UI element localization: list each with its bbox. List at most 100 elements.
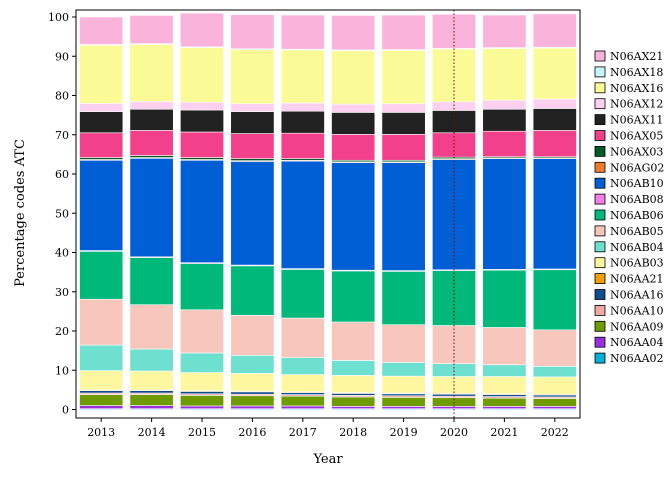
bar-segment-N06AX11-2022 <box>532 108 577 131</box>
bar-segment-N06AB04-2018 <box>331 360 376 376</box>
bar-segment-N06AB03-2014 <box>129 370 174 391</box>
bars-layer <box>79 10 577 418</box>
bar-segment-N06AA04-2013 <box>79 405 124 410</box>
legend-label-N06AB03: N06AB03 <box>610 257 664 270</box>
legend-item-N06AA10: N06AA10 <box>594 304 664 317</box>
legend-swatch-N06AB08 <box>594 193 606 205</box>
bar-segment-N06AB10-2018 <box>331 162 376 271</box>
bar-segment-N06AA04-2015 <box>180 405 224 410</box>
legend-label-N06AB04: N06AB04 <box>610 241 664 254</box>
legend-item-N06AB06: N06AB06 <box>594 209 664 222</box>
bar-segment-N06AX21-2014 <box>129 15 174 44</box>
bar-segment-N06AA09-2022 <box>532 398 577 407</box>
legend-item-N06AX12: N06AX12 <box>594 98 663 111</box>
legend-swatch-N06AB03 <box>594 257 606 269</box>
bar-segment-N06AB10-2015 <box>180 159 224 263</box>
legend-item-N06AA02: N06AA02 <box>594 352 664 365</box>
y-tick-label-60: 60 <box>55 168 69 181</box>
bar-segment-N06AX11-2013 <box>79 111 124 134</box>
bar-segment-N06AA04-2021 <box>482 406 527 410</box>
bar-segment-N06AX21-2021 <box>482 14 527 48</box>
bar-segment-N06AX05-2019 <box>381 134 426 161</box>
bar-segment-N06AX11-2018 <box>331 112 376 135</box>
legend-item-N06AB04: N06AB04 <box>594 241 664 254</box>
bar-segment-N06AX11-2016 <box>230 111 275 134</box>
bar-segment-N06AX16-2018 <box>331 50 376 105</box>
bar-segment-N06AB06-2016 <box>230 265 275 316</box>
y-tick-label-50: 50 <box>55 207 69 220</box>
bar-segment-N06AB05-2021 <box>482 327 527 366</box>
bar-segment-N06AA04-2016 <box>230 405 275 410</box>
bar-stack-2019 <box>381 14 426 410</box>
legend-swatch-N06AA04 <box>594 336 606 348</box>
legend-label-N06AG02: N06AG02 <box>610 161 664 174</box>
bar-segment-N06AA16-2014 <box>129 390 174 394</box>
bar-segment-N06AX12-2019 <box>381 103 426 113</box>
bar-segment-N06AB10-2016 <box>230 161 275 266</box>
bar-segment-N06AX21-2015 <box>180 12 224 48</box>
bar-segment-N06AA09-2017 <box>280 395 325 407</box>
bar-segment-N06AB05-2022 <box>532 329 577 367</box>
legend-item-N06AX18: N06AX18 <box>594 66 663 79</box>
legend-item-N06AX03: N06AX03 <box>594 145 663 158</box>
bar-segment-N06AB10-2017 <box>280 160 325 269</box>
y-tick-label-40: 40 <box>55 247 69 260</box>
legend-item-N06AA04: N06AA04 <box>594 336 664 349</box>
y-tick-label-70: 70 <box>55 129 69 142</box>
bar-segment-N06AX16-2020 <box>432 48 476 103</box>
legend-swatch-N06AX16 <box>594 82 606 94</box>
bar-segment-N06AB10-2020 <box>432 159 476 271</box>
bar-segment-N06AB05-2016 <box>230 314 275 356</box>
bar-segment-N06AX05-2014 <box>129 130 174 156</box>
bar-segment-N06AX12-2018 <box>331 103 376 113</box>
bar-segment-N06AX12-2014 <box>129 101 174 110</box>
bar-stack-2015 <box>180 12 224 410</box>
bar-segment-N06AB04-2016 <box>230 355 275 374</box>
bar-segment-N06AB06-2017 <box>280 269 325 319</box>
bar-segment-N06AA09-2019 <box>381 397 426 407</box>
legend-item-N06AA16: N06AA16 <box>594 289 664 302</box>
bar-segment-N06AB03-2022 <box>532 376 577 395</box>
bar-stack-2022 <box>532 13 577 410</box>
bar-segment-N06AX16-2015 <box>180 47 224 103</box>
bar-segment-N06AX11-2017 <box>280 110 325 134</box>
x-tick-label-2017: 2017 <box>289 426 317 439</box>
y-tick-label-90: 90 <box>55 50 69 63</box>
bar-segment-N06AB06-2018 <box>331 270 376 323</box>
bar-segment-N06AB04-2019 <box>381 362 426 377</box>
x-axis: 2013 2014 2015 2016 2017 2018 2019 2020 2021 2022 <box>87 418 569 439</box>
x-tick-label-2021: 2021 <box>490 426 518 439</box>
bar-segment-N06AB06-2019 <box>381 271 426 326</box>
y-tick-label-0: 0 <box>62 404 69 417</box>
bar-segment-N06AB10-2022 <box>532 158 577 270</box>
bar-segment-N06AB03-2021 <box>482 376 527 395</box>
plot-border <box>75 9 581 419</box>
legend-swatch-N06AX05 <box>594 130 606 141</box>
bar-stack-2016 <box>230 14 275 410</box>
legend-item-N06AX11: N06AX11 <box>594 114 663 127</box>
legend-item-N06AA21: N06AA21 <box>594 273 664 286</box>
legend-swatch-N06AG02 <box>594 161 606 173</box>
bar-segment-N06AA16-2013 <box>79 390 124 394</box>
legend-swatch-N06AA21 <box>594 273 606 285</box>
legend-label-N06AB06: N06AB06 <box>610 209 664 222</box>
legend-label-N06AA10: N06AA10 <box>610 304 664 317</box>
bar-segment-N06AX16-2016 <box>230 49 275 105</box>
bar-segment-N06AB04-2017 <box>280 357 325 375</box>
bar-segment-N06AX12-2016 <box>230 103 275 112</box>
bar-segment-N06AB03-2018 <box>331 375 376 393</box>
bar-segment-N06AB10-2014 <box>129 158 174 258</box>
legend-item-N06AG02: N06AG02 <box>594 161 664 174</box>
bar-segment-N06AA16-2015 <box>180 391 224 395</box>
legend-label-N06AX16: N06AX16 <box>610 82 663 95</box>
legend: N06AX21 N06AX18 N06AX16 N06AX12 N06AX11 N06AX… <box>594 50 664 365</box>
bar-segment-N06AB10-2013 <box>79 159 124 251</box>
legend-item-N06AX16: N06AX16 <box>594 82 663 95</box>
bar-segment-N06AB03-2016 <box>230 373 275 392</box>
legend-label-N06AA21: N06AA21 <box>610 273 664 286</box>
bar-segment-N06AB03-2013 <box>79 370 124 391</box>
legend-item-N06AB10: N06AB10 <box>594 177 664 190</box>
legend-swatch-N06AX21 <box>594 50 606 62</box>
